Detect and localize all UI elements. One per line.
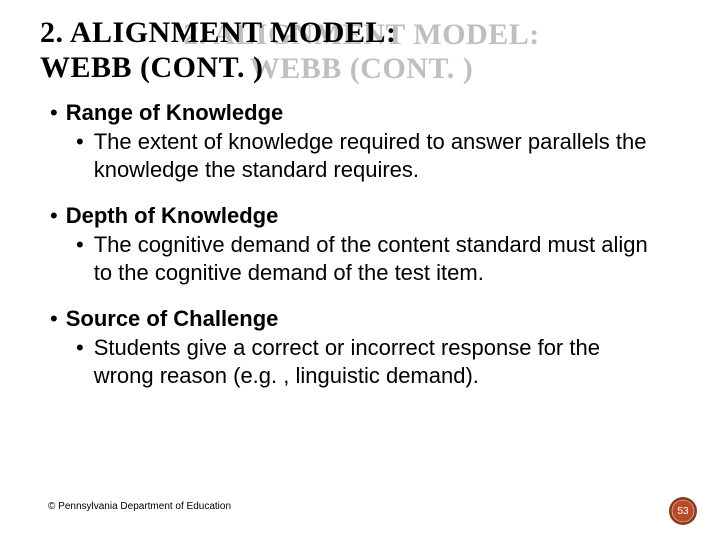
title-line-1: 2. ALIGNMENT MODEL: 2. ALIGNMENT MODEL: (40, 16, 680, 51)
bullet-1-sub-text: The extent of knowledge required to answ… (94, 128, 652, 184)
page-number-badge: 53 (668, 496, 698, 526)
bullet-3-label: Source of Challenge (66, 305, 279, 332)
bullet-dot-icon: • (50, 305, 58, 332)
bullet-2: • Depth of Knowledge (50, 202, 670, 229)
bullet-1-sub: • The extent of knowledge required to an… (76, 128, 670, 184)
slide: 2. ALIGNMENT MODEL: 2. ALIGNMENT MODEL: … (0, 0, 720, 540)
bullet-3: • Source of Challenge (50, 305, 670, 332)
bullet-dot-icon: • (50, 202, 58, 229)
bullet-3-sub-text: Students give a correct or incorrect res… (94, 334, 652, 390)
title-line-2-shadow: WEBB (CONT. ) (250, 52, 473, 85)
bullet-2-sub-text: The cognitive demand of the content stan… (94, 231, 652, 287)
bullet-2-sub: • The cognitive demand of the content st… (76, 231, 670, 287)
spacer (50, 287, 670, 305)
content-area: • Range of Knowledge • The extent of kno… (40, 99, 680, 390)
bullet-3-sub: • Students give a correct or incorrect r… (76, 334, 670, 390)
bullet-1-label: Range of Knowledge (66, 99, 284, 126)
sub-bullet-dot-icon: • (76, 334, 84, 362)
bullet-2-label: Depth of Knowledge (66, 202, 279, 229)
sub-bullet-dot-icon: • (76, 231, 84, 259)
title-line-1-text: 2. ALIGNMENT MODEL: (40, 16, 396, 51)
bullet-1: • Range of Knowledge (50, 99, 670, 126)
title-line-2-text: WEBB (CONT. ) (40, 51, 263, 86)
spacer (50, 184, 670, 202)
slide-title: 2. ALIGNMENT MODEL: 2. ALIGNMENT MODEL: … (40, 16, 680, 85)
footer-copyright: © Pennsylvania Department of Education (48, 501, 231, 512)
bullet-dot-icon: • (50, 99, 58, 126)
sub-bullet-dot-icon: • (76, 128, 84, 156)
title-line-2: WEBB (CONT. ) WEBB (CONT. ) (40, 51, 680, 86)
page-number: 53 (668, 496, 698, 526)
